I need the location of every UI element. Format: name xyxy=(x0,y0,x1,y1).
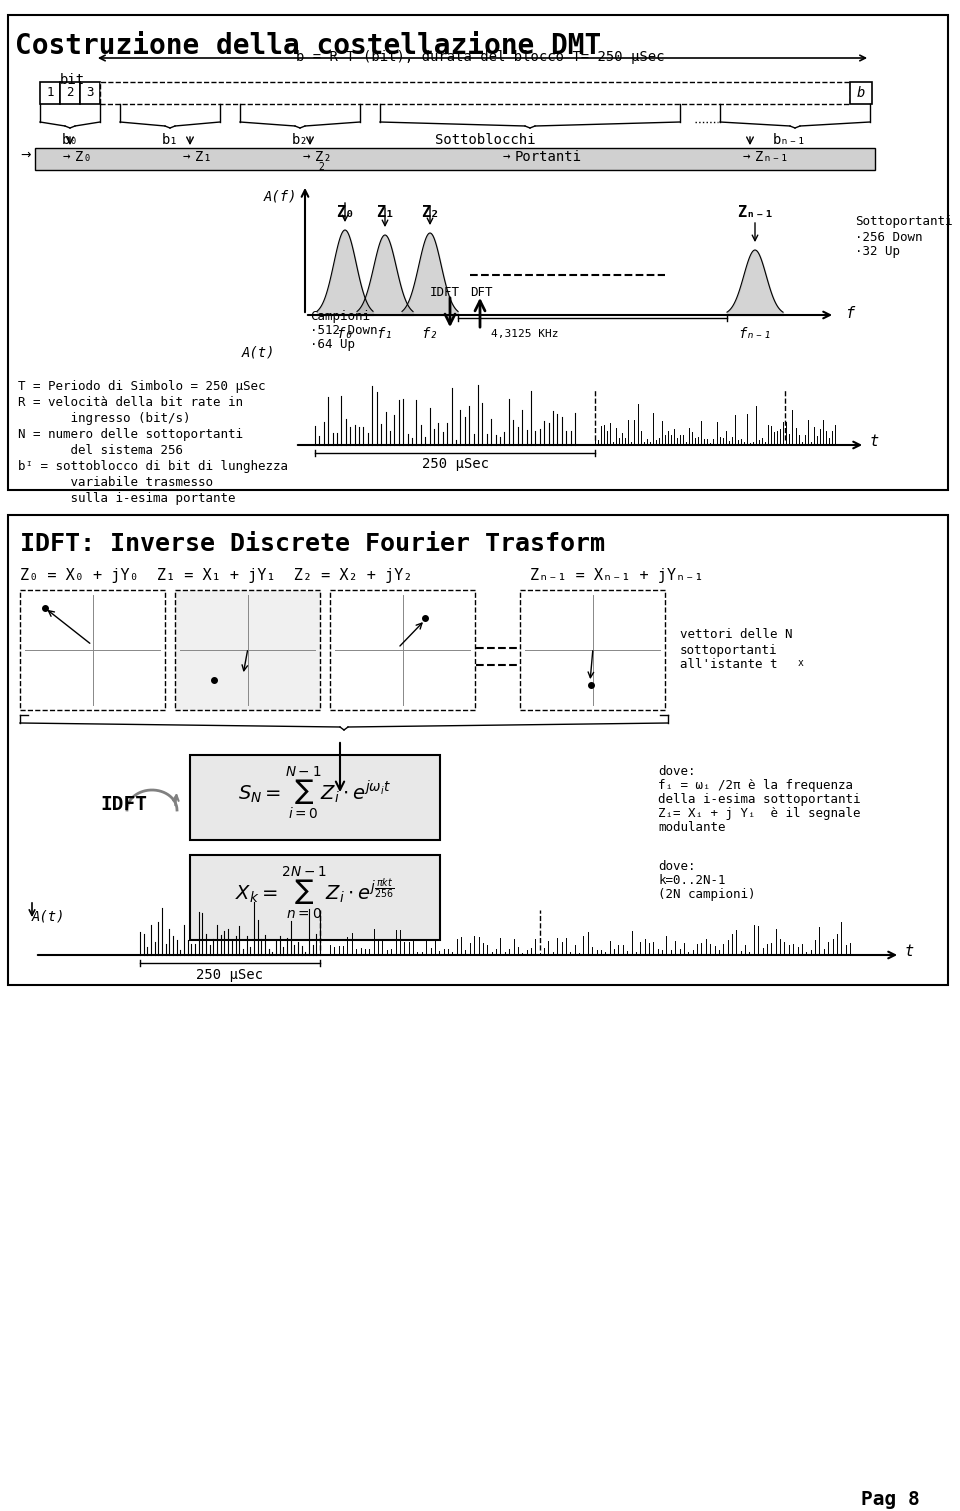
Text: bₙ₋₁: bₙ₋₁ xyxy=(773,133,806,147)
Text: →: → xyxy=(182,151,190,163)
Text: t: t xyxy=(870,435,879,449)
Text: Z₀: Z₀ xyxy=(336,205,354,221)
Text: dove:: dove: xyxy=(658,860,695,873)
Text: b₁: b₁ xyxy=(161,133,179,147)
Text: (2N campioni): (2N campioni) xyxy=(658,888,756,901)
Text: b = R T (bit), durata del blocco T= 250 μSec: b = R T (bit), durata del blocco T= 250 … xyxy=(296,50,664,63)
Text: ·256 Down: ·256 Down xyxy=(855,231,923,243)
Text: f₀: f₀ xyxy=(337,326,353,341)
Text: 250 μSec: 250 μSec xyxy=(421,456,489,471)
Text: del sistema 256: del sistema 256 xyxy=(18,444,183,456)
Text: bᴵ = sottoblocco di bit di lunghezza: bᴵ = sottoblocco di bit di lunghezza xyxy=(18,459,288,473)
Text: della i-esima sottoportanti: della i-esima sottoportanti xyxy=(658,793,860,805)
Text: A(t): A(t) xyxy=(242,345,275,360)
Text: IDFT: IDFT xyxy=(100,795,147,814)
Text: Z₂: Z₂ xyxy=(420,205,439,221)
Text: fₙ₋₁: fₙ₋₁ xyxy=(738,326,772,341)
Text: 2: 2 xyxy=(66,86,74,100)
Text: vettori delle N: vettori delle N xyxy=(680,629,793,641)
Text: 1: 1 xyxy=(46,86,54,100)
Text: f₂: f₂ xyxy=(421,326,439,341)
Text: Zₙ₋₁ = Xₙ₋₁ + jYₙ₋₁: Zₙ₋₁ = Xₙ₋₁ + jYₙ₋₁ xyxy=(530,568,704,583)
Text: fᵢ = ωᵢ /2π è la frequenza: fᵢ = ωᵢ /2π è la frequenza xyxy=(658,780,853,792)
Text: bit: bit xyxy=(60,73,85,88)
Bar xyxy=(175,589,320,710)
Text: Portanti: Portanti xyxy=(515,150,582,165)
Text: 2: 2 xyxy=(318,162,324,172)
Text: Z₁: Z₁ xyxy=(195,150,212,165)
Text: Costruzione della costellazione DMT: Costruzione della costellazione DMT xyxy=(15,32,601,60)
Text: A(t): A(t) xyxy=(32,910,65,925)
Bar xyxy=(40,82,60,104)
Text: all'istante t: all'istante t xyxy=(680,657,778,671)
Text: 250 μSec: 250 μSec xyxy=(197,969,263,982)
Bar xyxy=(330,589,475,710)
Bar xyxy=(8,15,948,490)
Text: ·512 Down: ·512 Down xyxy=(310,323,377,337)
Text: Sottoblocchi: Sottoblocchi xyxy=(435,133,536,147)
Text: Z₀ = X₀ + jY₀  Z₁ = X₁ + jY₁  Z₂ = X₂ + jY₂: Z₀ = X₀ + jY₀ Z₁ = X₁ + jY₁ Z₂ = X₂ + jY… xyxy=(20,568,413,583)
Bar xyxy=(850,82,872,104)
Text: b: b xyxy=(857,86,865,100)
Text: →: → xyxy=(20,148,31,162)
Text: IDFT: IDFT xyxy=(430,286,460,299)
Text: Zₙ₋₁: Zₙ₋₁ xyxy=(755,150,788,165)
Bar xyxy=(520,589,665,710)
Text: f₁: f₁ xyxy=(376,326,394,341)
Bar xyxy=(80,82,100,104)
Bar xyxy=(20,589,165,710)
Text: IDFT: Inverse Discrete Fourier Trasform: IDFT: Inverse Discrete Fourier Trasform xyxy=(20,532,605,556)
Text: 4,3125 KHz: 4,3125 KHz xyxy=(492,329,559,338)
Bar xyxy=(190,756,440,840)
Text: $S_N = \sum_{i=0}^{N-1} Z_i \cdot e^{j\omega_i t}$: $S_N = \sum_{i=0}^{N-1} Z_i \cdot e^{j\o… xyxy=(238,765,392,820)
Bar xyxy=(100,82,850,104)
Text: b₀: b₀ xyxy=(61,133,79,147)
Text: →: → xyxy=(302,151,310,163)
Text: 3: 3 xyxy=(86,86,94,100)
Text: A(f): A(f) xyxy=(263,190,297,204)
Text: k=0..2N-1: k=0..2N-1 xyxy=(658,873,726,887)
Text: Z₀: Z₀ xyxy=(75,150,92,165)
Text: sottoportanti: sottoportanti xyxy=(680,644,778,657)
Text: Z₁: Z₁ xyxy=(376,205,395,221)
Text: R = velocità della bit rate in: R = velocità della bit rate in xyxy=(18,396,243,409)
Text: x: x xyxy=(798,657,804,668)
Text: DFT: DFT xyxy=(470,286,492,299)
Text: Campioni: Campioni xyxy=(310,310,370,323)
Text: modulante: modulante xyxy=(658,820,726,834)
Text: variabile trasmesso: variabile trasmesso xyxy=(18,476,213,490)
Text: Z₂: Z₂ xyxy=(315,150,332,165)
Text: $X_k = \sum_{n=0}^{2N-1} Z_i \cdot e^{j\frac{\pi k t}{256}}$: $X_k = \sum_{n=0}^{2N-1} Z_i \cdot e^{j\… xyxy=(235,864,395,920)
Text: Pag 8: Pag 8 xyxy=(861,1490,920,1509)
Text: b₂: b₂ xyxy=(292,133,308,147)
Text: →: → xyxy=(742,151,750,163)
Text: ·64 Up: ·64 Up xyxy=(310,338,355,351)
Bar xyxy=(190,855,440,940)
Text: →: → xyxy=(62,151,70,163)
Bar xyxy=(8,515,948,985)
Text: ingresso (bit/s): ingresso (bit/s) xyxy=(18,413,190,425)
Text: ·32 Up: ·32 Up xyxy=(855,245,900,258)
Text: sulla i-esima portante: sulla i-esima portante xyxy=(18,493,235,505)
Text: T = Periodo di Simbolo = 250 μSec: T = Periodo di Simbolo = 250 μSec xyxy=(18,379,266,393)
Bar xyxy=(35,148,875,171)
Text: Sottoportanti: Sottoportanti xyxy=(855,215,952,228)
Text: Zₙ₋₁: Zₙ₋₁ xyxy=(736,205,773,221)
Text: dove:: dove: xyxy=(658,765,695,778)
Text: f: f xyxy=(845,305,854,320)
Text: →: → xyxy=(502,151,510,163)
Text: t: t xyxy=(905,944,914,959)
Bar xyxy=(60,82,80,104)
Text: Zᵢ= Xᵢ + j Yᵢ  è il segnale: Zᵢ= Xᵢ + j Yᵢ è il segnale xyxy=(658,807,860,820)
Text: N = numero delle sottoportanti: N = numero delle sottoportanti xyxy=(18,428,243,441)
